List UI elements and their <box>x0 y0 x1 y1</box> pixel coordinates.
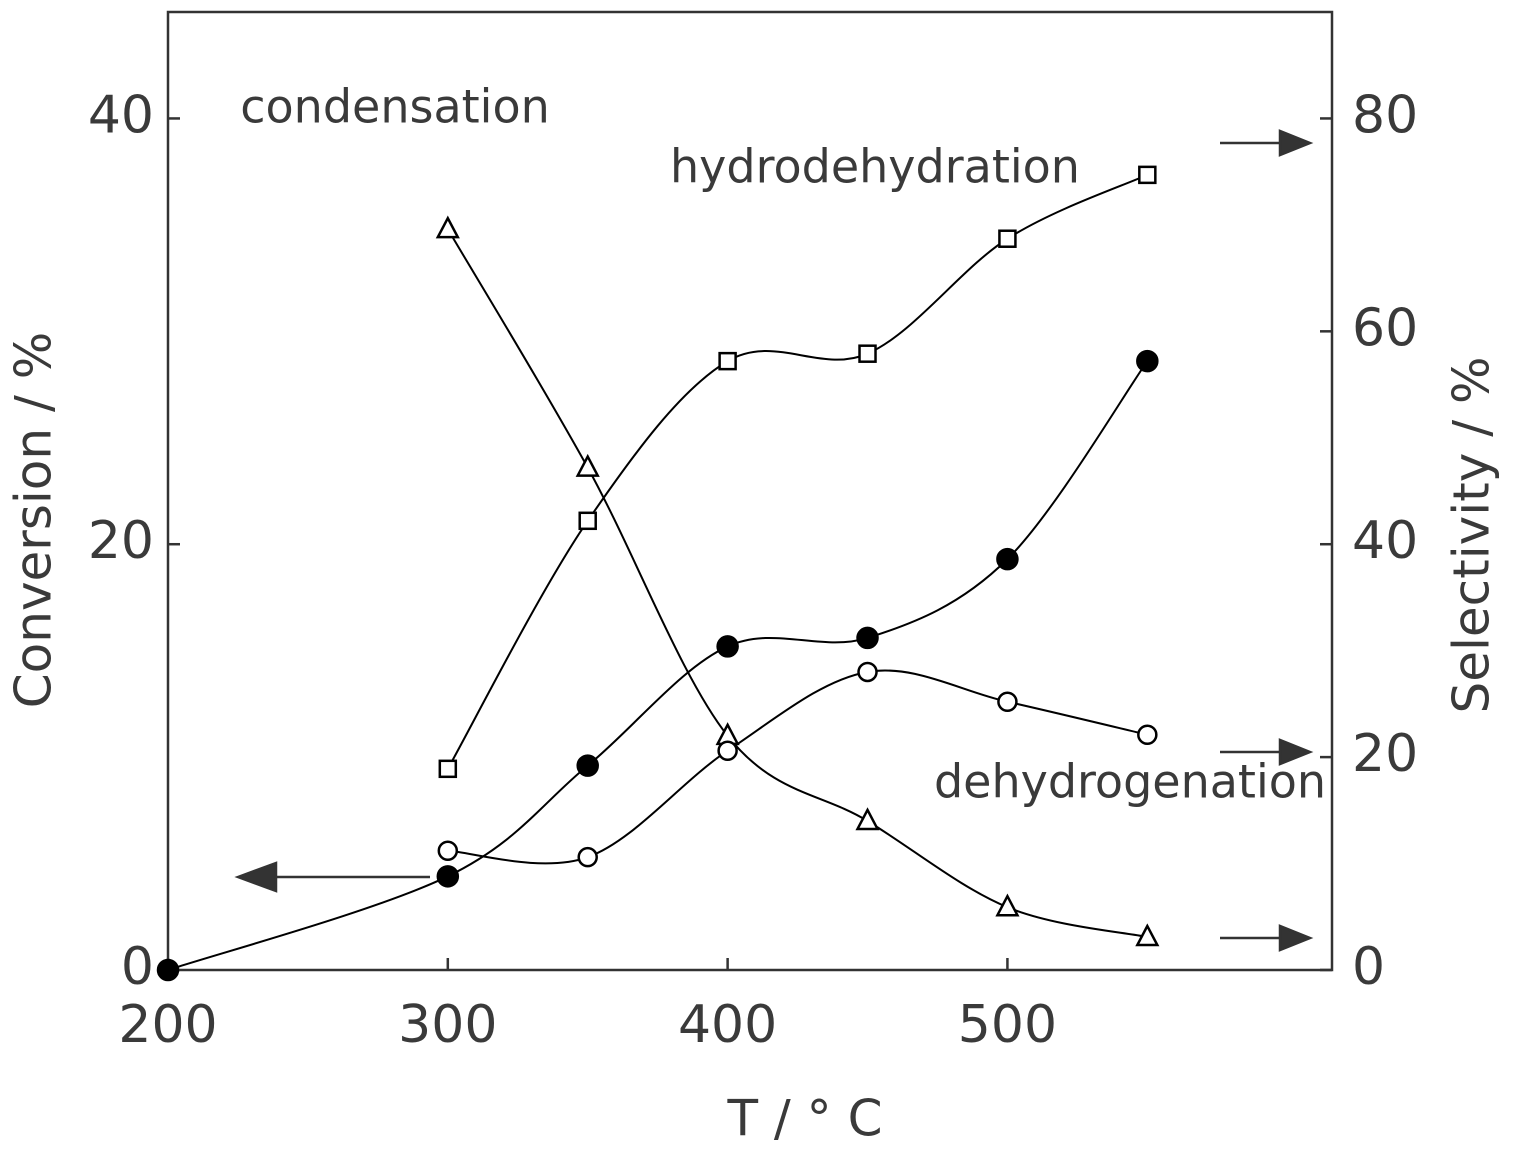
point <box>716 635 739 658</box>
series-line <box>446 173 1148 770</box>
point <box>998 229 1017 248</box>
point <box>435 215 460 239</box>
y-tick-label: 20 <box>88 511 154 571</box>
point <box>857 661 878 683</box>
series-line <box>446 228 1148 938</box>
point <box>1138 165 1157 185</box>
point <box>1137 724 1158 746</box>
arrow-head <box>1278 129 1314 157</box>
point <box>578 511 597 531</box>
plot-frame <box>166 10 1334 972</box>
point <box>156 958 180 982</box>
point <box>436 865 460 888</box>
y-tick-label: 40 <box>88 85 154 145</box>
x-tick-label: 400 <box>678 995 777 1055</box>
y2-tick-label: 80 <box>1352 85 1418 145</box>
point <box>576 754 599 777</box>
point <box>1136 349 1159 373</box>
series-line <box>167 360 1149 971</box>
y2-axis-label: Selectivity / % <box>1443 357 1501 714</box>
x-axis-label: T / ° C <box>727 1090 883 1148</box>
arrow-head <box>1278 738 1314 766</box>
point <box>1135 923 1160 947</box>
x-tick-label: 300 <box>398 995 497 1055</box>
series-label: condensation <box>240 80 550 134</box>
series-label: hydrodehydration <box>670 140 1080 194</box>
point <box>718 351 737 371</box>
arrow-head <box>234 861 278 893</box>
y2-tick-label: 40 <box>1352 511 1418 571</box>
x-tick-label: 500 <box>958 995 1057 1055</box>
point <box>995 893 1020 917</box>
point <box>438 759 458 779</box>
arrow-head <box>1278 924 1314 952</box>
point <box>858 344 877 363</box>
x-tick-label: 200 <box>118 995 217 1055</box>
y2-tick-label: 0 <box>1352 937 1385 997</box>
y2-tick-label: 20 <box>1352 724 1418 784</box>
point <box>577 846 598 868</box>
axis-arrows <box>234 129 1314 952</box>
point <box>855 807 880 831</box>
point <box>575 453 600 477</box>
point <box>717 740 738 761</box>
y-axis-label: Conversion / % <box>5 332 63 708</box>
series-label: dehydrogenation <box>934 755 1326 809</box>
point <box>997 691 1018 713</box>
point <box>996 547 1019 571</box>
y2-tick-label: 60 <box>1352 298 1418 358</box>
y-tick-label: 0 <box>121 937 154 997</box>
point <box>437 840 459 862</box>
point <box>856 626 879 650</box>
